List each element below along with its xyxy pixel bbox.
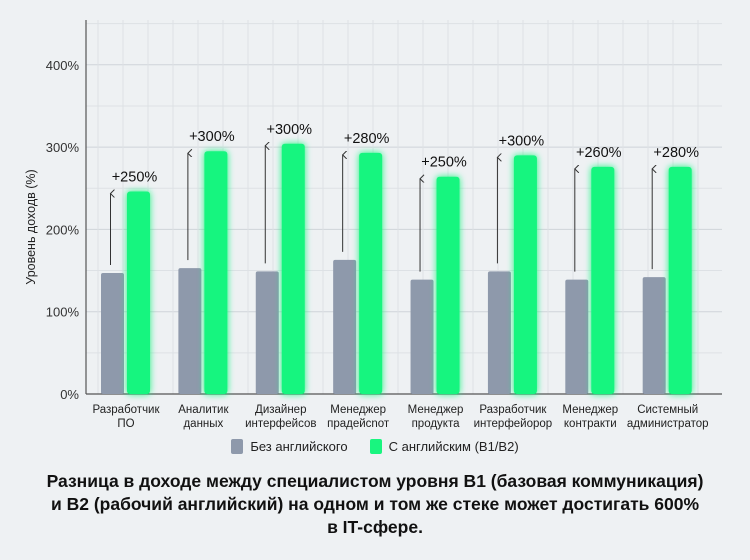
bar-with-english [127, 191, 150, 394]
bar-with-english [436, 176, 460, 394]
bar-without-english [333, 259, 357, 394]
bar-without-english [101, 273, 124, 394]
legend-label: С английским (B1/B2) [388, 439, 519, 454]
legend-item-without-english: Без английского [231, 439, 348, 454]
bar-without-english [255, 271, 279, 394]
x-tick-label: Разработчик [92, 404, 160, 416]
data-label: +250% [112, 170, 158, 186]
data-label: +280% [653, 145, 699, 161]
y-tick-label: 300% [46, 140, 80, 155]
x-tick-label: Менеджер [562, 404, 618, 416]
x-tick-label: Аналитик [178, 404, 229, 416]
x-tick-label: администратор [627, 418, 709, 430]
caption-line: и B2 (рабочий английский) на одном и том… [50, 494, 700, 514]
bar-without-english [642, 277, 666, 394]
x-tick-label: контракти [564, 418, 617, 430]
legend-swatch [231, 439, 244, 454]
bar-with-english [281, 143, 305, 394]
x-tick-label: Менеджер [408, 404, 464, 416]
data-label: +260% [576, 145, 622, 161]
bars: +250% +300% +300% +280% +250% +300% +260% +280% [101, 122, 699, 394]
x-tick-label: прадейсnот [327, 418, 390, 430]
x-tick-label: Разработчик [479, 404, 547, 416]
bar-with-english [204, 151, 228, 394]
y-tick-label: 100% [46, 305, 80, 320]
x-axis-labels: Разработчик ПО Аналитик данных Дизайнер интер… [92, 404, 708, 430]
caption-line: в IT-сфере. [327, 517, 423, 537]
bar-with-english [513, 155, 537, 394]
x-tick-label: продукта [412, 418, 461, 430]
bar-without-english [565, 279, 589, 394]
caption: Разница в доходе между специалистом уров… [0, 470, 750, 539]
bar-with-english [591, 166, 615, 394]
legend-label: Без английского [250, 439, 348, 454]
bar-without-english [410, 279, 434, 394]
caption-line: Разница в доходе между специалистом уров… [46, 471, 704, 491]
x-tick-label: интерфейорор [474, 418, 553, 430]
chart: 0% 100% 200% 300% 400% Уровень доходв (%) +25… [24, 20, 722, 430]
data-label: +300% [189, 129, 235, 145]
legend-swatch [369, 439, 382, 454]
x-tick-label: интерфейсов [245, 418, 316, 430]
y-axis: 0% 100% 200% 300% 400% Уровень доходв (%) [24, 20, 722, 402]
bar-without-english [178, 268, 202, 394]
legend-item-with-english: С английским (B1/B2) [369, 439, 519, 454]
y-tick-label: 200% [46, 222, 80, 237]
legend: Без английского С английским (B1/B2) [0, 439, 750, 454]
data-label: +280% [344, 131, 390, 147]
x-tick-label: Менеджер [330, 404, 386, 416]
data-label: +300% [499, 133, 545, 149]
x-tick-label: Системный [637, 404, 698, 416]
bar-with-english [668, 166, 692, 394]
x-tick-label: данных [183, 418, 223, 430]
bar-without-english [487, 271, 511, 394]
y-tick-label: 0% [60, 387, 79, 402]
y-tick-label: 400% [46, 58, 80, 73]
y-axis-title: Уровень доходв (%) [24, 169, 38, 284]
data-label: +250% [421, 155, 467, 171]
x-tick-label: Дизайнер [255, 404, 306, 416]
data-label: +300% [266, 122, 312, 138]
bar-with-english [359, 152, 383, 394]
x-tick-label: ПО [117, 418, 134, 430]
